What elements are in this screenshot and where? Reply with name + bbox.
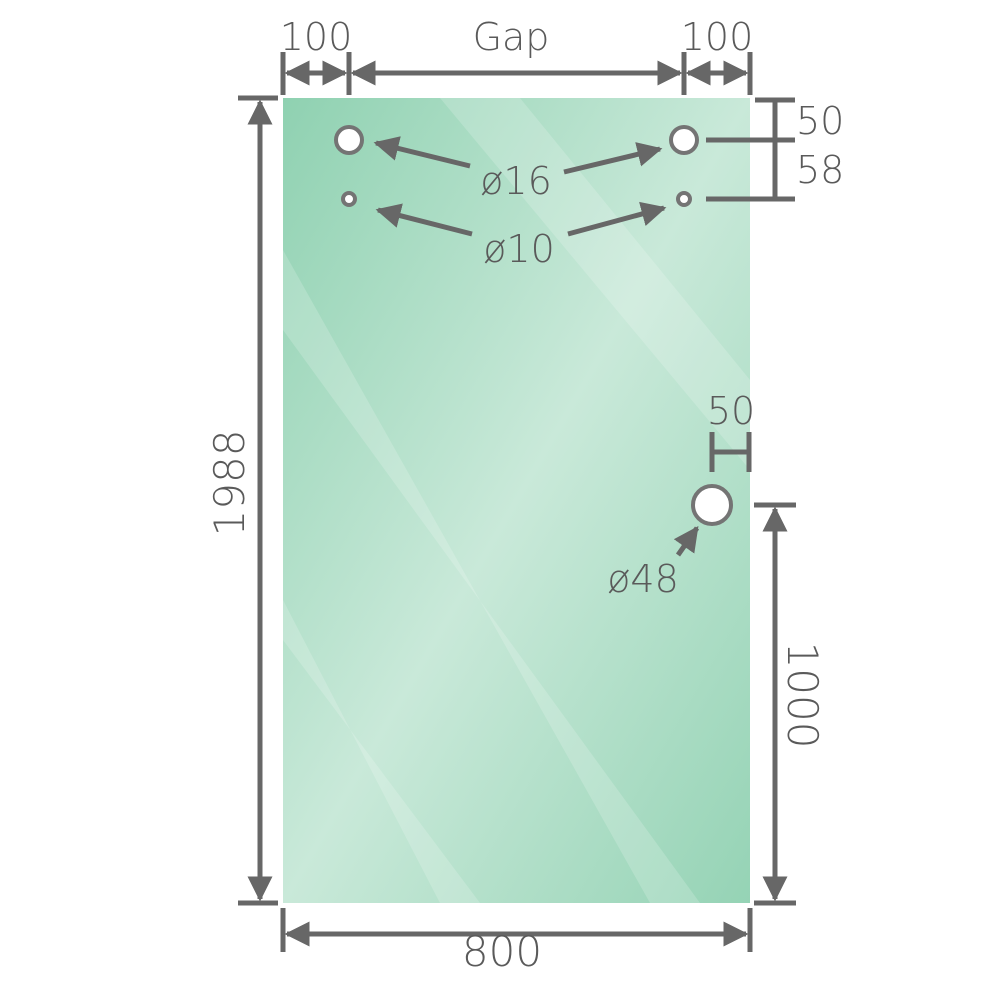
handle-edge-offset-label: 50 [707, 389, 755, 433]
hole-small-right [676, 191, 692, 207]
height-label: 1988 [205, 430, 254, 537]
hole-large-left [334, 125, 364, 155]
handle-height-dimension [754, 502, 796, 906]
right-margin-label: 100 [681, 15, 754, 59]
glass-panel [283, 98, 750, 903]
handle-hole [691, 484, 733, 526]
height-dimension [238, 95, 278, 906]
hole-offset-dimensions [706, 97, 795, 202]
top-offset-label: 50 [796, 99, 844, 143]
left-margin-label: 100 [280, 15, 353, 59]
width-label: 800 [462, 927, 542, 976]
leader-arrows [373, 136, 700, 557]
hole-large-right [669, 125, 699, 155]
large-hole-diameter-label: ø16 [480, 159, 552, 203]
handle-hole-diameter-label: ø48 [607, 557, 679, 601]
small-hole-diameter-label: ø10 [483, 227, 555, 271]
hole-spacing-label: 58 [796, 148, 844, 192]
gap-label: Gap [473, 15, 550, 59]
handle-height-label: 1000 [778, 642, 827, 749]
top-dimensions [280, 52, 753, 95]
width-dimension [280, 908, 753, 952]
handle-edge-dimension [709, 432, 752, 472]
hole-small-left [341, 191, 357, 207]
